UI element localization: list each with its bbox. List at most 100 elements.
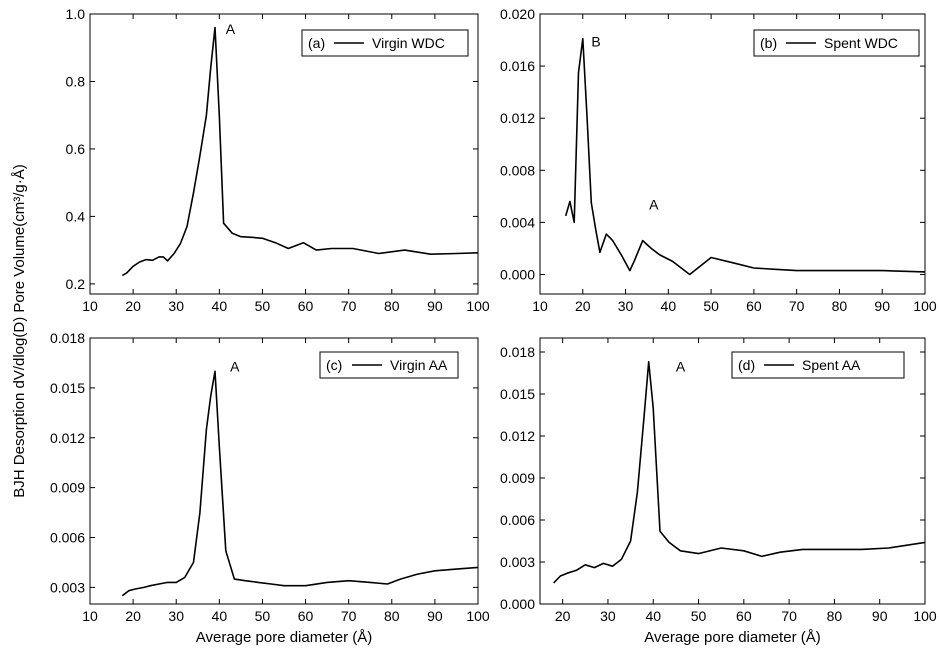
peak-annotation: A bbox=[649, 196, 659, 212]
x-tick-label: 40 bbox=[645, 608, 661, 624]
x-tick-label: 90 bbox=[427, 608, 443, 624]
x-tick-label: 70 bbox=[341, 298, 357, 314]
x-tick-label: 10 bbox=[82, 608, 98, 624]
y-tick-label: 0.018 bbox=[500, 344, 535, 360]
y-tick-label: 0.016 bbox=[500, 58, 535, 74]
y-tick-label: 0.012 bbox=[50, 430, 85, 446]
y-tick-label: 0.018 bbox=[50, 330, 85, 346]
x-tick-label: 10 bbox=[532, 298, 548, 314]
x-tick-label: 100 bbox=[466, 298, 490, 314]
x-tick-label: 90 bbox=[874, 298, 890, 314]
y-tick-label: 0.020 bbox=[500, 6, 535, 22]
y-tick-label: 0.009 bbox=[500, 470, 535, 486]
y-tick-label: 0.000 bbox=[500, 266, 535, 282]
x-tick-label: 100 bbox=[913, 298, 937, 314]
y-axis-title: BJH Desorption dV/dlog(D) Pore Volume(cm… bbox=[11, 164, 28, 497]
legend-series-label: Spent WDC bbox=[824, 35, 898, 51]
y-tick-label: 0.006 bbox=[500, 512, 535, 528]
x-tick-label: 80 bbox=[384, 608, 400, 624]
x-tick-label: 20 bbox=[125, 298, 141, 314]
peak-annotation: A bbox=[226, 21, 236, 37]
series-line bbox=[121, 26, 479, 277]
legend-box bbox=[319, 351, 459, 379]
plot-frame bbox=[539, 337, 926, 605]
x-tick-label: 20 bbox=[125, 608, 141, 624]
y-tick-label: 0.004 bbox=[500, 214, 535, 230]
x-tick-label: 60 bbox=[746, 298, 762, 314]
panels: 10 20 30 40 50 60 70 80 90 100 0.2 0.4 0.6 0.8 1.0 A (a)… bbox=[50, 6, 937, 646]
y-tick-label: 0.8 bbox=[66, 73, 86, 89]
panel-2: 10 20 30 40 50 60 70 80 90 100 0.000 0.004 0.008 0.01… bbox=[500, 6, 937, 314]
x-tick-label: 20 bbox=[555, 608, 571, 624]
x-axis-title: Average pore diameter (Å) bbox=[196, 629, 372, 646]
x-tick-label: 80 bbox=[384, 298, 400, 314]
x-tick-label: 60 bbox=[736, 608, 752, 624]
x-tick-label: 60 bbox=[298, 298, 314, 314]
legend: (b) Spent WDC bbox=[753, 29, 920, 57]
y-tick-label: 0.006 bbox=[50, 530, 85, 546]
series-line bbox=[564, 37, 926, 276]
legend-panel-label: (a) bbox=[308, 35, 325, 51]
x-axis-title: Average pore diameter (Å) bbox=[644, 629, 820, 646]
x-tick-label: 80 bbox=[832, 298, 848, 314]
panel-3: 10 20 30 40 50 60 70 80 90 100 0.003 0.006 0.009 0.01… bbox=[50, 330, 490, 646]
legend-series-label: Spent AA bbox=[802, 357, 861, 373]
x-tick-label: 70 bbox=[341, 608, 357, 624]
peak-annotation: A bbox=[230, 358, 240, 374]
legend-series-label: Virgin AA bbox=[390, 357, 448, 373]
legend-panel-label: (d) bbox=[738, 357, 755, 373]
legend-box bbox=[753, 29, 920, 57]
x-tick-label: 20 bbox=[575, 298, 591, 314]
x-tick-label: 90 bbox=[427, 298, 443, 314]
panel-1: 10 20 30 40 50 60 70 80 90 100 0.2 0.4 0.6 0.8 1.0 A (a)… bbox=[66, 6, 490, 314]
x-tick-label: 90 bbox=[872, 608, 888, 624]
x-tick-label: 30 bbox=[168, 608, 184, 624]
x-tick-label: 40 bbox=[212, 298, 228, 314]
x-tick-label: 30 bbox=[168, 298, 184, 314]
x-tick-label: 10 bbox=[82, 298, 98, 314]
x-tick-label: 60 bbox=[298, 608, 314, 624]
x-tick-label: 70 bbox=[781, 608, 797, 624]
peak-annotation: B bbox=[591, 34, 600, 50]
legend-series-label: Virgin WDC bbox=[372, 35, 445, 51]
y-tick-label: 0.003 bbox=[50, 579, 85, 595]
y-tick-label: 0.4 bbox=[66, 208, 86, 224]
x-tick-label: 50 bbox=[703, 298, 719, 314]
legend: (d) Spent AA bbox=[731, 351, 905, 379]
x-tick-label: 40 bbox=[661, 298, 677, 314]
y-tick-label: 0.012 bbox=[500, 428, 535, 444]
plot-frame bbox=[89, 13, 479, 295]
legend: (c) Virgin AA bbox=[319, 351, 459, 379]
y-tick-label: 0.009 bbox=[50, 480, 85, 496]
x-tick-label: 30 bbox=[600, 608, 616, 624]
y-tick-label: 0.008 bbox=[500, 162, 535, 178]
series-line bbox=[121, 370, 479, 597]
y-tick-label: 0.000 bbox=[500, 596, 535, 612]
y-tick-label: 0.2 bbox=[66, 276, 86, 292]
peak-annotation: A bbox=[676, 359, 686, 375]
y-tick-label: 1.0 bbox=[66, 6, 86, 22]
y-tick-label: 0.6 bbox=[66, 141, 86, 157]
x-tick-label: 50 bbox=[255, 298, 271, 314]
x-tick-label: 50 bbox=[255, 608, 271, 624]
x-tick-label: 100 bbox=[913, 608, 937, 624]
x-tick-label: 80 bbox=[827, 608, 843, 624]
legend-box bbox=[301, 29, 469, 57]
legend-box bbox=[731, 351, 905, 379]
y-tick-label: 0.012 bbox=[500, 110, 535, 126]
x-tick-label: 30 bbox=[618, 298, 634, 314]
x-tick-label: 50 bbox=[691, 608, 707, 624]
panel-4: 20 30 40 50 60 70 80 90 100 0.000 0.003 0.006 0.009 0… bbox=[500, 337, 937, 646]
y-tick-label: 0.003 bbox=[500, 554, 535, 570]
x-tick-label: 100 bbox=[466, 608, 490, 624]
legend: (a) Virgin WDC bbox=[301, 29, 469, 57]
y-tick-label: 0.015 bbox=[50, 380, 85, 396]
plot-frame bbox=[89, 337, 479, 605]
series-line bbox=[553, 360, 926, 584]
legend-panel-label: (b) bbox=[760, 35, 777, 51]
x-tick-label: 40 bbox=[212, 608, 228, 624]
x-tick-label: 70 bbox=[789, 298, 805, 314]
legend-panel-label: (c) bbox=[326, 357, 342, 373]
y-tick-label: 0.015 bbox=[500, 386, 535, 402]
